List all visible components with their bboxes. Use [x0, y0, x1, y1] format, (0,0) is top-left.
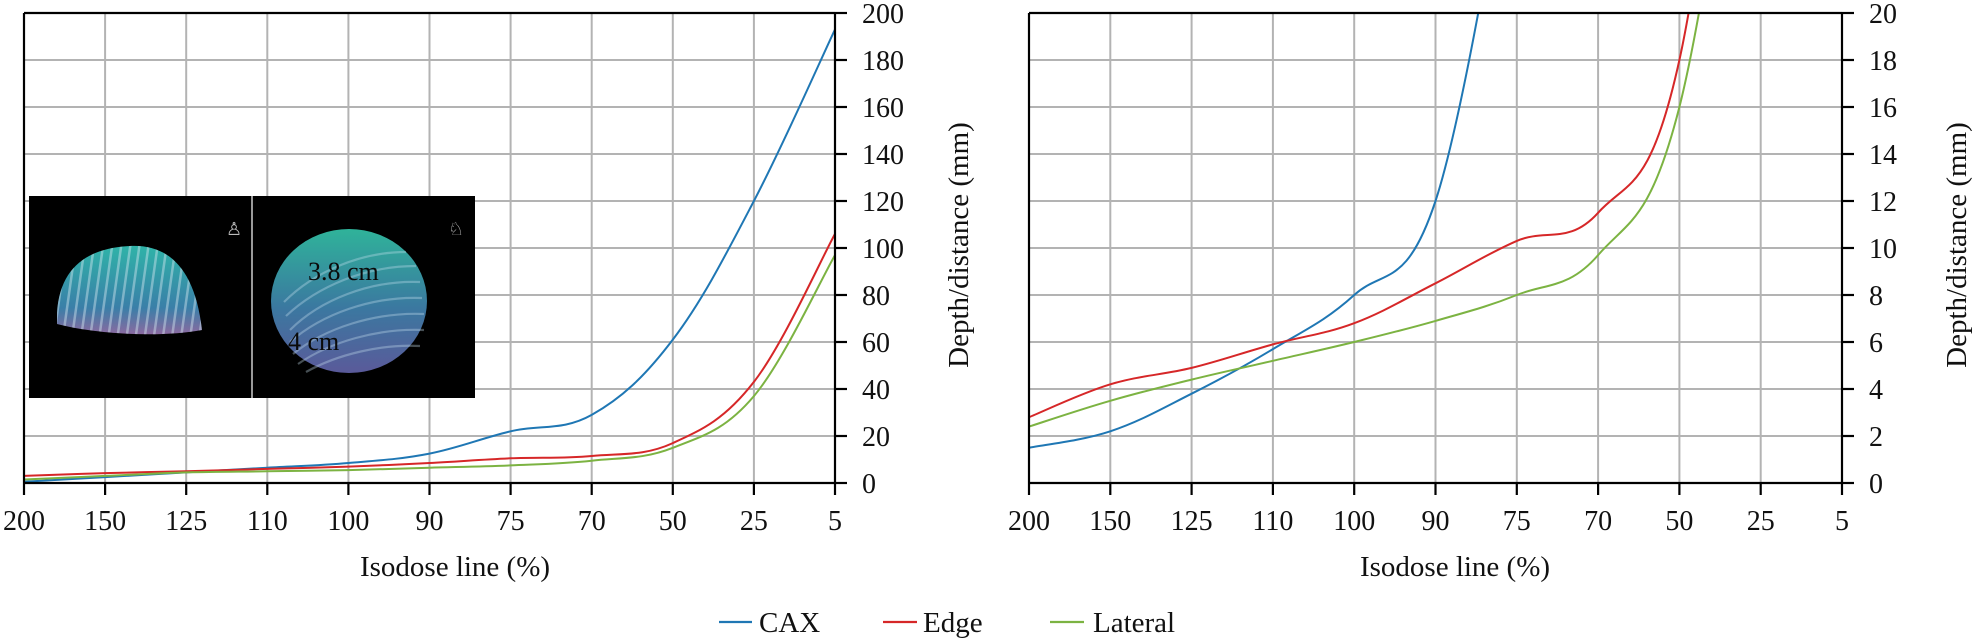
- dome-side-view: [57, 245, 202, 335]
- left-y-tick-label: 60: [862, 328, 890, 359]
- right-x-tick-label: 90: [1422, 506, 1450, 537]
- left-y-tick-label: 140: [862, 140, 904, 171]
- right-x-tick-label: 150: [1089, 506, 1131, 537]
- dome-top-view: [271, 229, 427, 373]
- left-x-tick-label: 75: [497, 506, 525, 537]
- left-y-tick-label: 0: [862, 469, 876, 500]
- left-x-tick-label: 150: [84, 506, 126, 537]
- right-x-tick-label: 125: [1171, 506, 1213, 537]
- left-y-tick-label: 180: [862, 46, 904, 77]
- right-y-tick-label: 6: [1869, 328, 1883, 359]
- left-x-tick-label: 125: [165, 506, 207, 537]
- right-y-tick-label: 14: [1869, 140, 1897, 171]
- left-y-tick-label: 120: [862, 187, 904, 218]
- legend-item-edge[interactable]: Edge: [883, 607, 983, 639]
- left-x-tick-label: 25: [740, 506, 768, 537]
- right-series-group: [1029, 13, 1700, 449]
- legend: CAX Edge Lateral: [719, 607, 1175, 639]
- left-y-tick-label: 160: [862, 93, 904, 124]
- left-y-tick-label: 20: [862, 422, 890, 453]
- right-y-tick-label: 4: [1869, 375, 1883, 406]
- left-x-axis-title: Isodose line (%): [360, 551, 550, 583]
- right-y-tick-label: 2: [1869, 422, 1883, 453]
- right-y-tick-label: 8: [1869, 281, 1883, 312]
- left-x-tick-label: 110: [247, 506, 288, 537]
- left-x-tick-label: 90: [416, 506, 444, 537]
- right-y-tick-label: 18: [1869, 46, 1897, 77]
- left-series-edge: [24, 232, 836, 477]
- left-y-tick-label: 80: [862, 281, 890, 312]
- chart-right: 200 150 125 110 100 90 75 70 50 25 50 2 4 6 8 10 12 14 16 1…: [1008, 0, 1973, 583]
- legend-label-lateral: Lateral: [1093, 607, 1175, 639]
- right-gridlines: [1029, 13, 1842, 483]
- right-x-tick-label: 200: [1008, 506, 1050, 537]
- left-series-group: [24, 28, 836, 483]
- right-y-tick-label: 12: [1869, 187, 1897, 218]
- left-y-tick-label: 40: [862, 375, 890, 406]
- right-y-tick-label: 10: [1869, 234, 1897, 265]
- right-y-tick-label: 20: [1869, 0, 1897, 30]
- right-x-tick-label: 75: [1503, 506, 1531, 537]
- right-x-tick-label: 50: [1665, 506, 1693, 537]
- legend-item-lateral[interactable]: Lateral: [1050, 607, 1175, 639]
- inset-image: ♙ ♘ 3.8 cm 4 cm: [29, 196, 475, 398]
- right-x-tick-label: 70: [1584, 506, 1612, 537]
- right-x-tick-label: 110: [1252, 506, 1293, 537]
- legend-label-cax: CAX: [759, 607, 820, 639]
- inset-label-diameter: 3.8 cm: [308, 257, 379, 286]
- left-series-lateral: [24, 254, 836, 481]
- left-x-tick-label: 70: [578, 506, 606, 537]
- left-x-tick-label: 5: [828, 506, 842, 537]
- chart-left: ♙ ♘ 3.8 cm 4 cm 200 150 125 110 100 90 75 70 50 2…: [3, 0, 975, 583]
- orientation-figure-icon: ♘: [448, 219, 464, 240]
- left-x-tick-label: 100: [327, 506, 369, 537]
- right-y-axis-title: Depth/distance (mm): [1941, 122, 1973, 368]
- right-series-cax: [1029, 13, 1480, 449]
- left-y-axis-title: Depth/distance (mm): [943, 122, 975, 368]
- right-y-tick-label: 16: [1869, 93, 1897, 124]
- right-x-axis-title: Isodose line (%): [1360, 551, 1550, 583]
- legend-item-cax[interactable]: CAX: [719, 607, 820, 639]
- left-y-tick-label: 200: [862, 0, 904, 30]
- right-x-tick-label: 100: [1333, 506, 1375, 537]
- right-y-tick-label: 0: [1869, 469, 1883, 500]
- left-y-tick-label: 100: [862, 234, 904, 265]
- inset-label-height: 4 cm: [288, 327, 339, 356]
- right-x-tick-label: 5: [1835, 506, 1849, 537]
- right-series-lateral: [1029, 13, 1700, 428]
- right-series-edge: [1029, 13, 1690, 419]
- orientation-figure-icon: ♙: [226, 219, 242, 240]
- left-x-tick-label: 50: [659, 506, 687, 537]
- left-axes: 200 150 125 110 100 90 75 70 50 25 50 20 40 60 80 100 12…: [3, 0, 904, 537]
- legend-label-edge: Edge: [923, 607, 983, 639]
- right-x-tick-label: 25: [1747, 506, 1775, 537]
- left-x-tick-label: 200: [3, 506, 45, 537]
- right-axes: 200 150 125 110 100 90 75 70 50 25 50 2 4 6 8 10 12 14 16 1…: [1008, 0, 1897, 537]
